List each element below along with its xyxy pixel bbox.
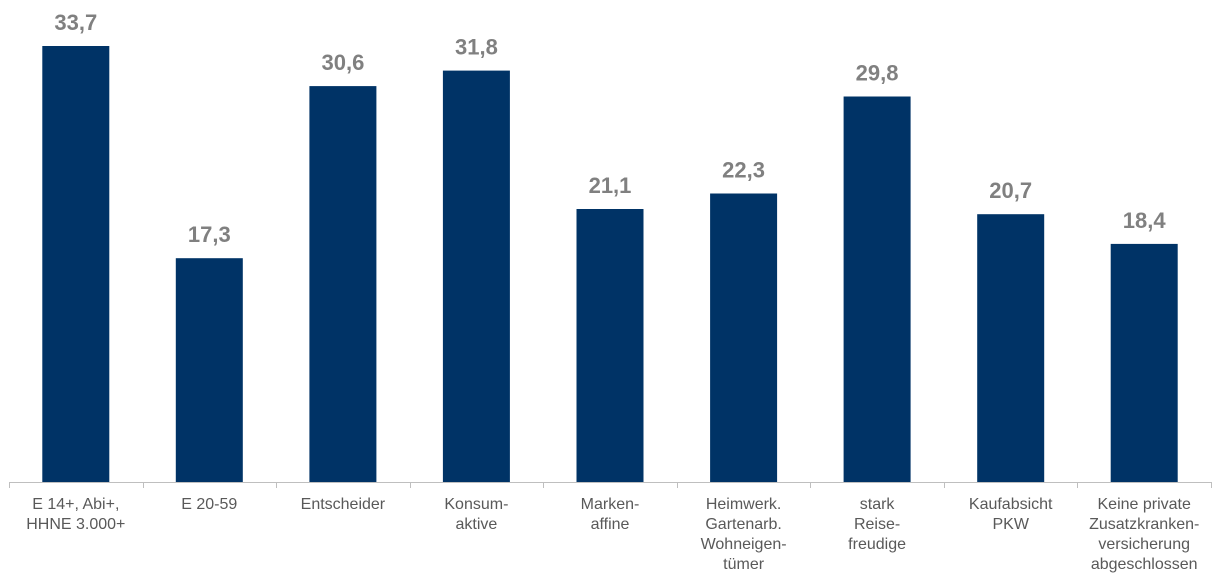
category-label-line: Entscheider xyxy=(301,496,386,513)
category-label: Konsum-aktive xyxy=(444,496,508,533)
category-label-line: Gartenarb. xyxy=(705,516,781,533)
category-label-line: Reise- xyxy=(854,516,900,533)
category-label-line: Zusatzkranken- xyxy=(1089,516,1199,533)
category-label-line: versicherung xyxy=(1098,536,1190,553)
category-label-line: E 14+, Abi+, xyxy=(32,496,119,513)
x-axis-ticks-group xyxy=(9,482,1212,488)
category-label-line: Marken- xyxy=(581,496,640,513)
category-label-line: Heimwerk. xyxy=(706,496,782,513)
category-label: Keine private Zusatzkranken-versicherung a… xyxy=(1089,496,1199,573)
bar xyxy=(1110,243,1178,482)
category-label-line: abgeschlossen xyxy=(1091,556,1198,573)
bar xyxy=(710,193,778,482)
category-label: Marken-affine xyxy=(581,496,640,533)
bar-value-label: 29,8 xyxy=(856,61,899,86)
category-labels-group: E 14+, Abi+, HHNE 3.000+ E 20-59 Entscheide… xyxy=(26,496,1199,573)
category-label: Entscheider xyxy=(301,496,386,513)
bar-value-label: 21,1 xyxy=(589,173,632,198)
category-label-line: PKW xyxy=(992,516,1029,533)
bar xyxy=(843,96,911,482)
category-label-line: HHNE 3.000+ xyxy=(26,516,125,533)
bar-value-label: 17,3 xyxy=(188,222,231,247)
category-label-line: Keine private xyxy=(1098,496,1191,513)
category-label-line: Wohneigen- xyxy=(701,536,787,553)
bar xyxy=(576,209,644,482)
category-label-line: aktive xyxy=(456,516,498,533)
category-label-line: freudige xyxy=(848,536,906,553)
category-label-line: Kaufabsicht xyxy=(969,496,1053,513)
category-label-line: E 20-59 xyxy=(181,496,237,513)
category-label: Kaufabsicht PKW xyxy=(969,496,1053,533)
bar xyxy=(42,46,110,482)
bar-value-label: 33,7 xyxy=(54,10,97,35)
bar xyxy=(309,86,377,482)
category-label: stark Reise-freudige xyxy=(848,496,906,553)
bar xyxy=(442,70,510,482)
bar-value-label: 18,4 xyxy=(1123,208,1167,233)
category-label: Heimwerk. Gartenarb. Wohneigen-tümer xyxy=(701,496,787,573)
bar-value-label: 20,7 xyxy=(989,178,1032,203)
bar-value-label: 22,3 xyxy=(722,158,765,183)
bars-group xyxy=(42,46,1178,482)
category-label-line: Konsum- xyxy=(444,496,508,513)
category-label-line: stark xyxy=(860,496,896,513)
bar xyxy=(977,214,1045,482)
bar-value-label: 31,8 xyxy=(455,35,498,60)
bar-value-label: 30,6 xyxy=(321,50,364,75)
category-label: E 14+, Abi+, HHNE 3.000+ xyxy=(26,496,125,533)
category-label-line: tümer xyxy=(723,556,765,573)
category-label: E 20-59 xyxy=(181,496,237,513)
category-label-line: affine xyxy=(591,516,630,533)
bar xyxy=(175,258,243,482)
value-labels-group: 33,7 17,3 30,6 31,8 21,1 22,3 29,8 20,7 18,4 xyxy=(54,10,1166,247)
